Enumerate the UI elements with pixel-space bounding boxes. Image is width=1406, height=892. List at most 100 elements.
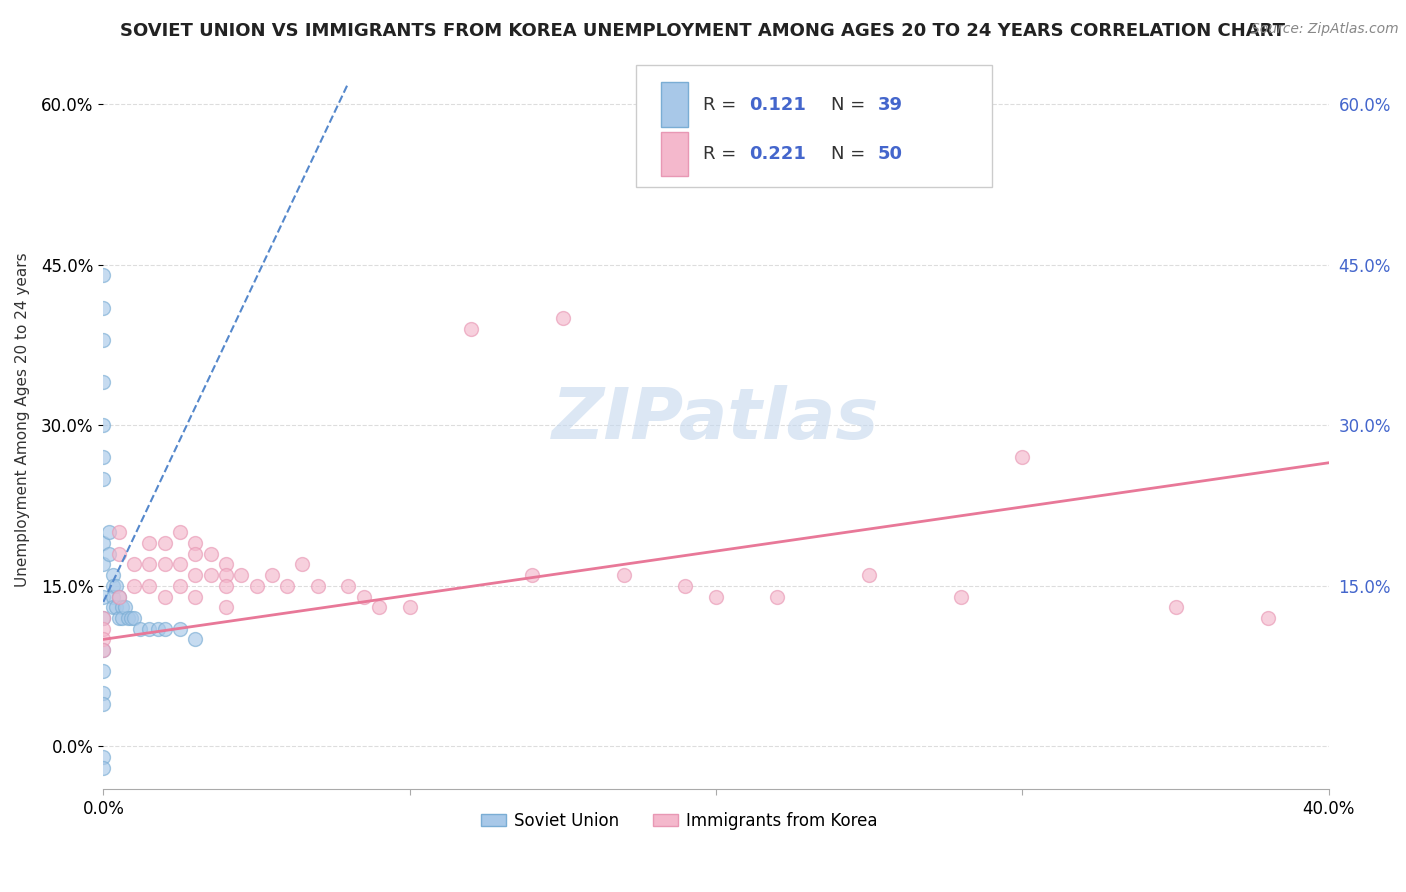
Text: R =: R = — [703, 95, 741, 113]
Point — [231, 568, 253, 582]
Point — [184, 590, 207, 604]
Point — [1256, 611, 1278, 625]
Point — [1011, 450, 1033, 465]
Point — [766, 590, 789, 604]
Point — [91, 611, 114, 625]
Point — [169, 579, 191, 593]
Point — [91, 761, 114, 775]
Point — [122, 611, 145, 625]
Point — [107, 590, 129, 604]
Point — [291, 558, 314, 572]
Point — [153, 622, 176, 636]
Point — [169, 558, 191, 572]
Point — [91, 590, 114, 604]
Point — [215, 558, 238, 572]
Point — [91, 750, 114, 764]
Point — [215, 600, 238, 615]
Point — [129, 622, 152, 636]
Text: 50: 50 — [877, 145, 903, 163]
Point — [153, 536, 176, 550]
Text: 0.121: 0.121 — [749, 95, 806, 113]
Point — [98, 525, 121, 540]
Point — [522, 568, 544, 582]
Text: 39: 39 — [877, 95, 903, 113]
Text: Source: ZipAtlas.com: Source: ZipAtlas.com — [1251, 22, 1399, 37]
Point — [107, 590, 129, 604]
Point — [245, 579, 267, 593]
Point — [353, 590, 375, 604]
Point — [91, 558, 114, 572]
Point — [101, 600, 124, 615]
Point — [184, 547, 207, 561]
Text: N =: N = — [831, 95, 872, 113]
Point — [260, 568, 283, 582]
Point — [91, 622, 114, 636]
Point — [1164, 600, 1187, 615]
Point — [704, 590, 727, 604]
Point — [117, 611, 139, 625]
Point — [858, 568, 880, 582]
Point — [107, 611, 129, 625]
Point — [460, 322, 482, 336]
Text: 0.221: 0.221 — [749, 145, 806, 163]
Point — [551, 311, 574, 326]
Point — [91, 643, 114, 657]
Legend: Soviet Union, Immigrants from Korea: Soviet Union, Immigrants from Korea — [474, 805, 884, 837]
Point — [398, 600, 420, 615]
FancyBboxPatch shape — [637, 65, 991, 187]
Bar — [661, 132, 688, 177]
Point — [111, 600, 134, 615]
Point — [169, 525, 191, 540]
Point — [101, 590, 124, 604]
Point — [111, 611, 134, 625]
Point — [200, 547, 222, 561]
Point — [91, 686, 114, 700]
Point — [215, 568, 238, 582]
Point — [91, 665, 114, 679]
Point — [138, 536, 160, 550]
Point — [337, 579, 360, 593]
Point — [153, 558, 176, 572]
Point — [200, 568, 222, 582]
Point — [169, 622, 191, 636]
Point — [613, 568, 636, 582]
Text: SOVIET UNION VS IMMIGRANTS FROM KOREA UNEMPLOYMENT AMONG AGES 20 TO 24 YEARS COR: SOVIET UNION VS IMMIGRANTS FROM KOREA UN… — [121, 22, 1285, 40]
Text: ZIPatlas: ZIPatlas — [553, 385, 880, 454]
Point — [91, 643, 114, 657]
Point — [91, 536, 114, 550]
Point — [91, 632, 114, 647]
Point — [215, 579, 238, 593]
Point — [673, 579, 696, 593]
Point — [122, 558, 145, 572]
Point — [91, 376, 114, 390]
Point — [101, 579, 124, 593]
Point — [101, 568, 124, 582]
Text: N =: N = — [831, 145, 872, 163]
Point — [122, 579, 145, 593]
Point — [138, 622, 160, 636]
Point — [91, 450, 114, 465]
Point — [91, 611, 114, 625]
Point — [104, 600, 127, 615]
Point — [184, 568, 207, 582]
Point — [91, 333, 114, 347]
Point — [184, 536, 207, 550]
Point — [138, 579, 160, 593]
Point — [184, 632, 207, 647]
Point — [148, 622, 170, 636]
Point — [950, 590, 973, 604]
Point — [307, 579, 329, 593]
Point — [153, 590, 176, 604]
Point — [98, 547, 121, 561]
Text: R =: R = — [703, 145, 741, 163]
Point — [91, 697, 114, 711]
Point — [107, 525, 129, 540]
Point — [91, 418, 114, 433]
Point — [107, 547, 129, 561]
Point — [138, 558, 160, 572]
Point — [91, 301, 114, 315]
Point — [276, 579, 298, 593]
Point — [91, 472, 114, 486]
Point — [104, 579, 127, 593]
Bar — [661, 82, 688, 127]
